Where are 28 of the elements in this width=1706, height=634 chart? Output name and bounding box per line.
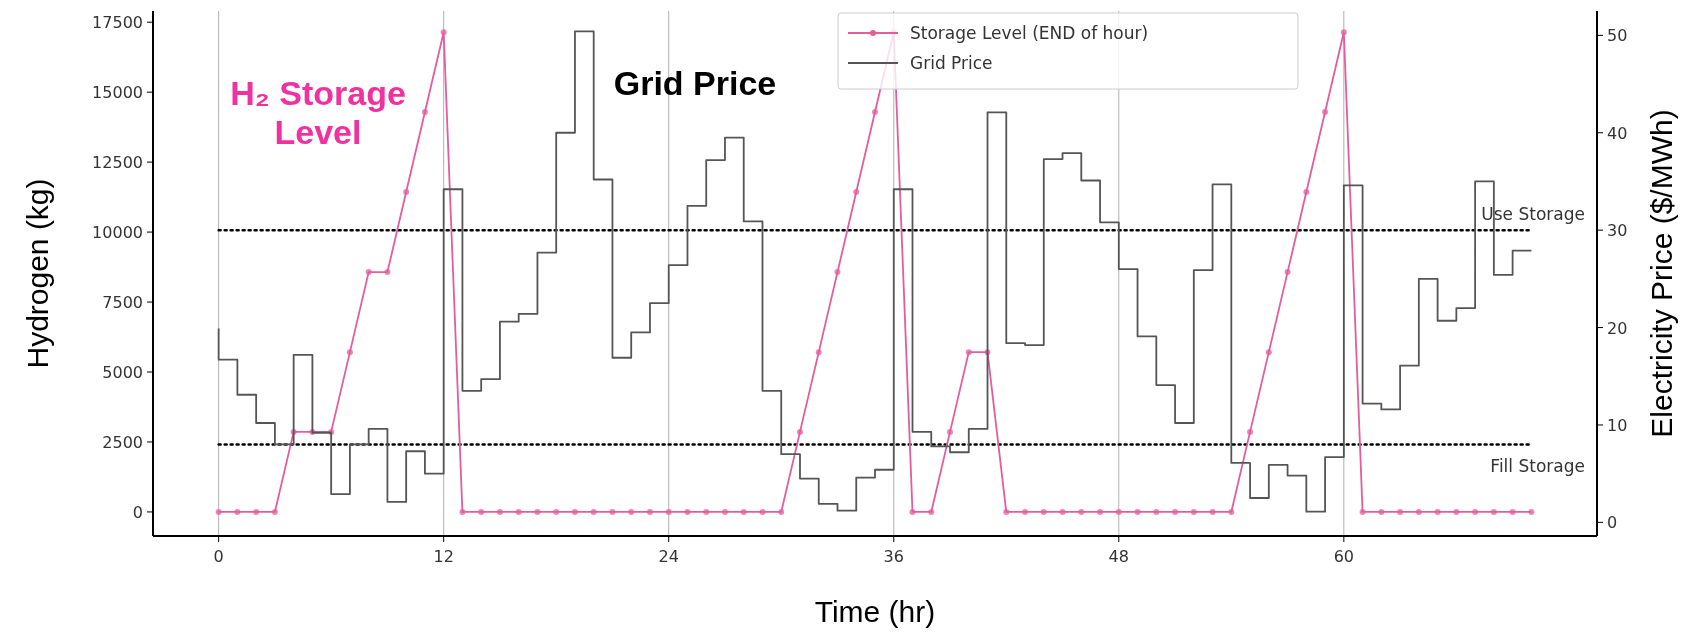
y-axis-title: Hydrogen (kg) bbox=[21, 178, 54, 369]
x-tick-label: 0 bbox=[213, 547, 224, 566]
y-tick-label: 17500 bbox=[92, 13, 143, 33]
x-tick-label: 36 bbox=[883, 547, 904, 566]
x-tick-label: 24 bbox=[658, 547, 679, 566]
x-tick-label: 48 bbox=[1108, 547, 1129, 566]
y-tick-label: 12500 bbox=[92, 153, 143, 173]
y2-tick-label: 40 bbox=[1607, 123, 1628, 143]
y2-tick-label: 30 bbox=[1607, 221, 1628, 241]
y2-tick-label: 50 bbox=[1607, 26, 1628, 46]
annotation: Grid Price bbox=[613, 64, 777, 102]
y2-tick-label: 0 bbox=[1607, 513, 1618, 533]
y-tick-label: 7500 bbox=[102, 293, 143, 313]
y2-tick-label: 10 bbox=[1607, 415, 1628, 435]
annotation: H₂ Storage Level bbox=[230, 74, 406, 152]
legend-label: Grid Price bbox=[910, 53, 993, 73]
y-tick-label: 0 bbox=[132, 502, 143, 522]
y2-tick-label: 20 bbox=[1607, 318, 1628, 338]
ref-line-label: Fill Storage bbox=[1490, 456, 1585, 477]
legend-label: Storage Level (END of hour) bbox=[910, 23, 1149, 43]
y-tick-label: 15000 bbox=[92, 83, 143, 103]
y-tick-label: 10000 bbox=[92, 223, 143, 243]
y2-axis-title: Electricity Price ($/MWh) bbox=[1645, 109, 1678, 438]
x-axis-title: Time (hr) bbox=[814, 595, 936, 628]
y-tick-label: 2500 bbox=[102, 432, 143, 452]
y-tick-label: 5000 bbox=[102, 363, 143, 383]
x-tick-label: 12 bbox=[433, 547, 454, 566]
x-tick-label: 60 bbox=[1333, 547, 1355, 566]
